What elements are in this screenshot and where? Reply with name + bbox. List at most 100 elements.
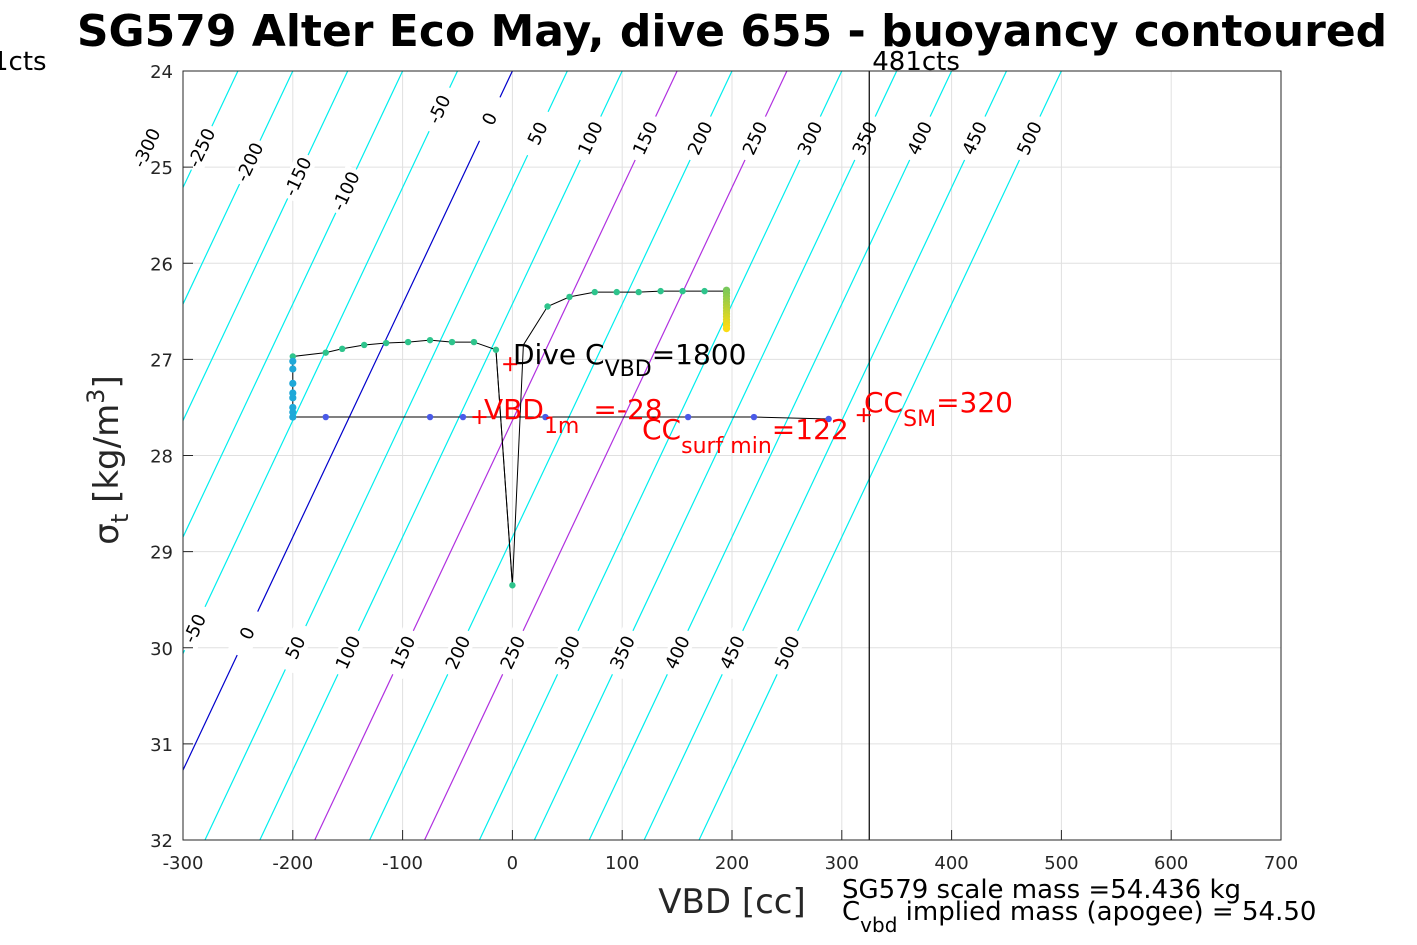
vertical-line: 481cts	[868, 47, 960, 840]
contour-label-top-background	[277, 150, 319, 204]
dive-track-descent	[495, 349, 513, 586]
dive-cvbd-annotation: Dive CVBD=1800	[513, 338, 746, 382]
contour-line	[204, 71, 568, 840]
contour-line	[478, 71, 843, 840]
contour-line	[183, 71, 349, 422]
contour-label-bottom-background	[767, 626, 808, 679]
contour-label-bottom-background	[547, 626, 588, 679]
contour-label-bottom-background	[174, 602, 215, 655]
contour-label-bottom-background	[602, 626, 643, 679]
dive-point-wall	[289, 357, 297, 365]
dive-point	[426, 336, 434, 344]
contour-label-top-background	[1009, 111, 1050, 165]
contour-line	[698, 71, 1062, 840]
implied-mass-text: Cvbd implied mass (apogee) = 54.50	[842, 897, 1316, 937]
y-tick-label: 31	[150, 735, 173, 756]
x-tick-label: -300	[163, 853, 204, 874]
contour-line	[588, 71, 953, 840]
y-tick-label: 30	[150, 639, 173, 660]
contour-label-bottom-background	[275, 621, 316, 675]
dive-point	[635, 288, 642, 296]
dive-point	[360, 341, 368, 349]
buoyancy-contours	[183, 71, 1062, 840]
dive-point	[544, 303, 551, 310]
contour-label-top-background	[126, 121, 167, 175]
dive-point	[492, 346, 500, 353]
axis-ticks: -300 -200 -100 0 100 200 300 400 500 600 700 24 25 26…	[150, 62, 1298, 874]
contour-label-top-background	[419, 83, 460, 136]
markers	[472, 357, 871, 425]
x-tick-label: 100	[605, 853, 639, 874]
contour-label-top-background	[680, 111, 721, 165]
x-tick-label: -200	[272, 853, 313, 874]
cc-sm-annotation: CCSM=320	[864, 386, 1013, 432]
y-tick-label: 27	[150, 350, 173, 371]
contour-label-top-background	[570, 111, 611, 165]
y-axis-label: σt [kg/m3]	[82, 375, 134, 544]
contour-line	[533, 71, 898, 840]
contour-line	[259, 71, 623, 840]
dive-point	[470, 338, 478, 346]
contour-label-bottom-background	[227, 606, 268, 660]
surface-point	[426, 413, 434, 421]
contour-line	[643, 71, 1008, 840]
dive-point	[448, 338, 456, 346]
x-tick-label: 300	[825, 853, 859, 874]
cc-surf-min-annotation: CCsurf min=122	[642, 413, 849, 459]
contour-label-top-background	[469, 92, 510, 146]
dive-point-wall	[289, 389, 297, 397]
dive-point	[657, 287, 664, 295]
contour-label-top-background	[844, 111, 886, 165]
dive-track	[289, 286, 832, 589]
surface-point	[750, 413, 758, 421]
surface-point	[322, 413, 329, 421]
contour-label-top-background	[229, 135, 270, 189]
x-tick-label: 600	[1154, 853, 1188, 874]
surface-point	[825, 415, 832, 423]
vbd-1m-annotation: VBD1m=-28	[484, 393, 663, 439]
dive-point	[339, 345, 346, 353]
dive-point	[701, 287, 708, 295]
contour-label-bottom-background	[492, 626, 534, 679]
dive-point	[322, 349, 329, 356]
contour-label-bottom-background	[437, 626, 479, 679]
dive-point	[566, 293, 573, 301]
y-tick-label: 32	[150, 831, 173, 852]
dive-point	[404, 338, 412, 346]
dive-point	[679, 287, 686, 295]
dive-point	[509, 582, 516, 589]
contour-label-top-background	[735, 111, 776, 165]
contour-label-top-background	[517, 107, 559, 160]
contour-labels: -300 -250 -200 -150 -100-50 0 50 100 150 200 250 30…	[126, 83, 1050, 679]
x-tick-label: 500	[1044, 853, 1078, 874]
contour-line	[183, 71, 459, 655]
x-tick-label: 700	[1264, 853, 1298, 874]
y-tick-label: 29	[150, 543, 173, 564]
surface-point	[459, 413, 467, 421]
dive-point-wall	[289, 365, 297, 373]
contour-label-bottom-background	[657, 626, 698, 679]
x-tick-label: -100	[382, 853, 423, 874]
dive-point	[382, 339, 390, 347]
contour-line	[183, 71, 513, 772]
y-tick-label: 24	[150, 62, 173, 83]
dive-point	[591, 288, 598, 296]
surface-point	[684, 413, 692, 421]
contour-line	[183, 71, 294, 306]
x-axis-label: VBD [cc]	[658, 882, 806, 922]
contour-line	[314, 71, 678, 840]
contour-label-bottom-background	[712, 626, 753, 679]
contour-line	[424, 71, 788, 840]
contour-line	[369, 71, 733, 840]
y-tick-label: 25	[150, 158, 173, 179]
chart-title: SG579 Alter Eco May, dive 655 - buoyancy…	[77, 6, 1387, 57]
x-tick-label: 200	[715, 853, 749, 874]
contour-label-top-background	[625, 111, 666, 165]
left-cts-label: 1cts	[0, 47, 47, 77]
cts-vertical-line-label: 481cts	[872, 47, 960, 77]
surface-point	[542, 413, 549, 421]
contour-label-top-background	[789, 111, 831, 165]
contour-label-bottom-background	[327, 626, 369, 679]
y-tick-label: 26	[150, 254, 173, 275]
